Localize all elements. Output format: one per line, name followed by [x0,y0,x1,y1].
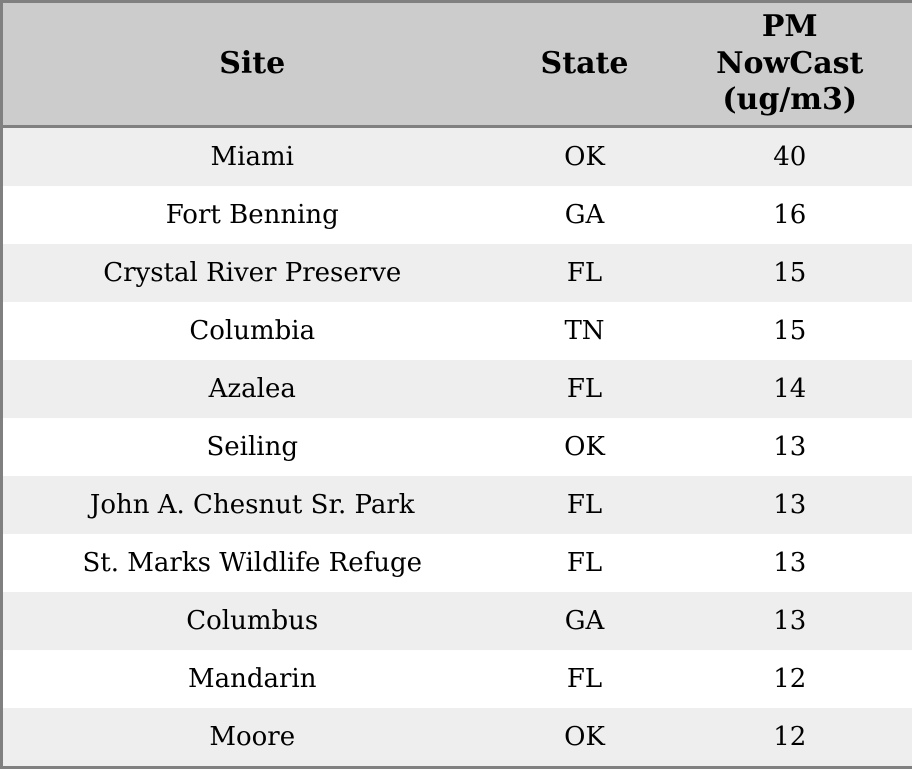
site-cell: Seiling [206,431,299,462]
column-header-state: State [501,1,668,128]
header-row: Site State PM NowCast (ug/m3) [1,1,912,128]
site-cell: Columbia [189,315,316,346]
table-row: Seiling OK 13 [1,417,912,476]
pm-cell: 13 [773,605,807,636]
table-row: Columbia TN 15 [1,301,912,360]
site-cell: Moore [209,721,296,752]
state-cell: GA [564,200,605,230]
table-row: Moore OK 12 [1,707,912,768]
pm-cell: 40 [773,142,807,172]
site-cell: Miami [210,142,294,172]
site-cell: St. Marks Wildlife Refuge [82,547,422,578]
state-cell: FL [566,547,603,578]
column-header-state-label: State [540,45,629,81]
state-cell: OK [564,431,605,462]
column-header-pm-nowcast-label: PM NowCast (ug/m3) [716,9,864,118]
state-cell: OK [564,142,605,172]
pm-cell: 12 [773,721,807,752]
table-row: Fort Benning GA 16 [1,186,912,244]
pm-cell: 14 [773,373,807,404]
site-cell: Crystal River Preserve [103,257,402,288]
table-row: Miami OK 40 [1,126,912,187]
site-cell: Mandarin [187,663,317,694]
state-cell: TN [564,315,605,346]
table-row: St. Marks Wildlife Refuge FL 13 [1,533,912,592]
table-body: Miami OK 40 Fort Benning GA 16 Crystal R… [1,126,912,768]
state-cell: FL [566,663,603,694]
table-row: Azalea FL 14 [1,359,912,418]
pm-cell: 13 [773,547,807,578]
table-row: Columbus GA 13 [1,591,912,650]
site-cell: Azalea [208,373,296,404]
column-header-pm-nowcast: PM NowCast (ug/m3) [667,1,912,128]
site-cell: John A. Chesnut Sr. Park [89,489,415,520]
pm-cell: 16 [773,200,807,230]
site-cell: Columbus [186,605,319,636]
state-cell: GA [564,605,605,636]
table-row: John A. Chesnut Sr. Park FL 13 [1,475,912,534]
column-header-site-label: Site [219,45,286,81]
table-row: Crystal River Preserve FL 15 [1,244,912,302]
pm-cell: 12 [773,663,807,694]
state-cell: FL [566,257,603,288]
pm-cell: 13 [773,431,807,462]
pm-cell: 15 [773,257,807,288]
site-cell: Fort Benning [165,200,339,230]
pm-cell: 13 [773,489,807,520]
pm-cell: 15 [773,315,807,346]
state-cell: FL [566,373,603,404]
state-cell: FL [566,489,603,520]
column-header-site: Site [1,1,502,128]
table-row: Mandarin FL 12 [1,649,912,708]
state-cell: OK [564,721,605,752]
